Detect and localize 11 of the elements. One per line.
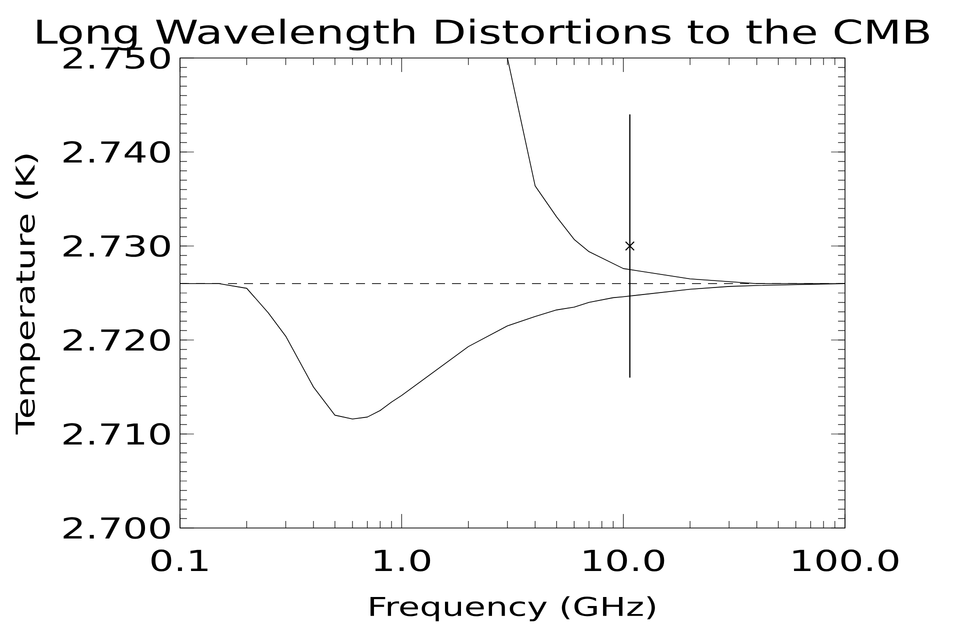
y-tick-label: 2.710 bbox=[64, 423, 170, 445]
y-axis-title: Temperature (K) bbox=[14, 154, 40, 435]
x-tick-label: 1.0 bbox=[374, 550, 430, 572]
y-tick-label: 2.700 bbox=[64, 517, 170, 539]
x-axis-title: Frequency (GHz) bbox=[370, 596, 655, 622]
x-tick-label: 10.0 bbox=[584, 550, 664, 572]
y-tick-label: 2.720 bbox=[64, 329, 170, 351]
y-tick-label: 2.730 bbox=[64, 235, 170, 257]
y-tick-label: 2.740 bbox=[64, 141, 170, 163]
x-tick-label: 100.0 bbox=[793, 550, 898, 572]
x-tick-label: 0.1 bbox=[152, 550, 208, 572]
